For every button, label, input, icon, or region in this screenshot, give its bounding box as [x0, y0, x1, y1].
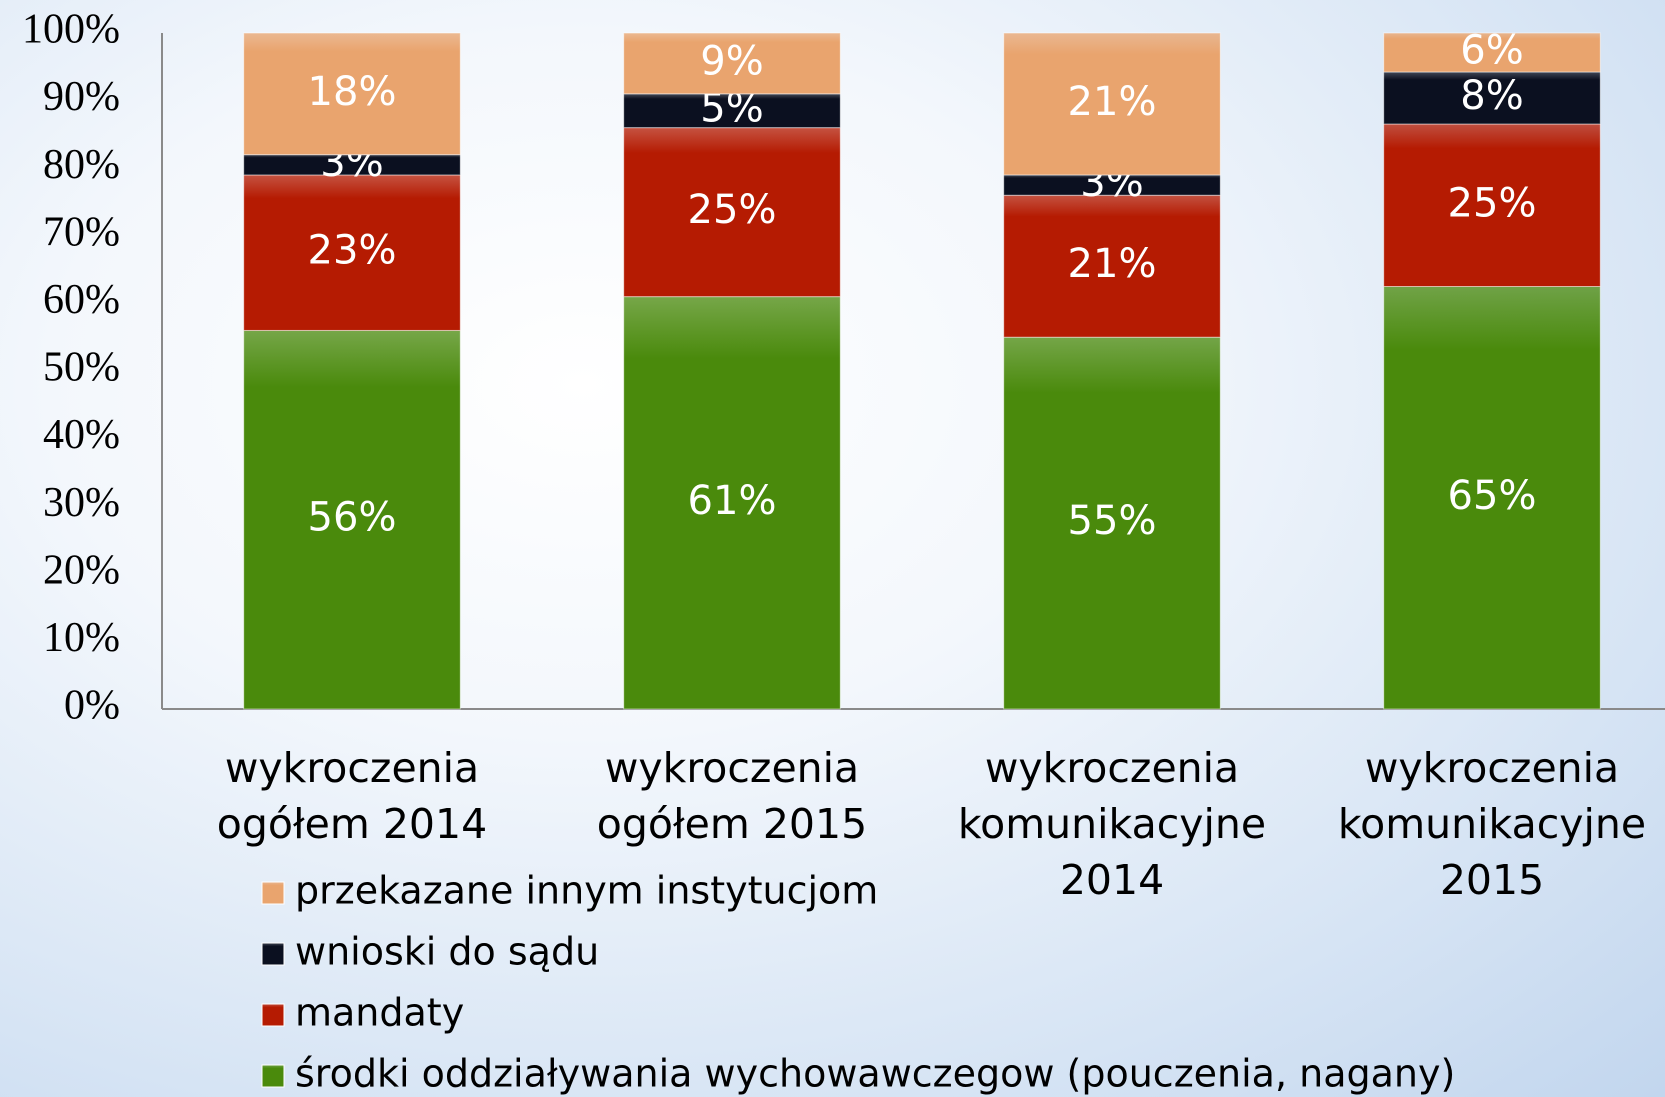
x-tick-label: wykroczenia ogółem 2015 — [596, 744, 868, 848]
data-label: 61% — [688, 478, 777, 524]
y-tick-label: 40% — [43, 412, 120, 458]
bar-segment — [243, 32, 461, 156]
bar-segment — [1003, 336, 1221, 710]
data-label: 23% — [308, 228, 397, 274]
bar-segment — [623, 127, 841, 298]
legend-label: mandaty — [295, 991, 464, 1035]
data-label: 21% — [1068, 241, 1157, 287]
legend-label: przekazane innym instytucjom — [295, 869, 878, 913]
data-label: 65% — [1448, 473, 1537, 519]
data-label: 55% — [1068, 498, 1157, 544]
y-tick-label: 70% — [43, 209, 120, 255]
x-tick-label: wykroczenia komunikacyjne 2015 — [1337, 744, 1647, 904]
bar-segment — [243, 174, 461, 331]
bar-segment — [1003, 194, 1221, 338]
data-label: 21% — [1068, 79, 1157, 125]
legend-swatch — [261, 881, 285, 905]
bar-segment — [623, 296, 841, 710]
data-label: 8% — [1460, 73, 1523, 119]
y-tick-label: 100% — [22, 7, 120, 53]
y-tick-label: 80% — [43, 142, 120, 188]
y-tick-label: 0% — [64, 683, 120, 729]
bar-segment — [623, 32, 841, 95]
y-tick-label: 30% — [43, 480, 120, 526]
legend-swatch — [261, 1003, 285, 1027]
bar-segment — [1383, 286, 1601, 710]
y-tick-label: 20% — [43, 547, 120, 593]
data-label: 25% — [688, 187, 777, 233]
bar-segment — [1383, 32, 1601, 73]
data-label: 56% — [308, 495, 397, 541]
data-label: 25% — [1448, 180, 1537, 226]
x-tick-label: wykroczenia komunikacyjne 2014 — [957, 744, 1267, 904]
data-label: 18% — [308, 69, 397, 115]
x-tick-label: wykroczenia ogółem 2014 — [216, 744, 488, 848]
y-tick-label: 10% — [43, 615, 120, 661]
bar-segment — [243, 329, 461, 710]
bar-segment — [1383, 123, 1601, 287]
data-label: 9% — [700, 38, 763, 84]
legend-label: środki oddziaływania wychowawczegow (pou… — [295, 1052, 1455, 1096]
legend-swatch — [261, 942, 285, 966]
data-label: 6% — [1460, 28, 1523, 74]
bar-segment — [1003, 32, 1221, 176]
y-tick-label: 50% — [43, 345, 120, 391]
legend-swatch — [261, 1064, 285, 1088]
y-tick-label: 60% — [43, 277, 120, 323]
y-tick-label: 90% — [43, 74, 120, 120]
bar-segment — [1383, 71, 1601, 125]
legend-label: wnioski do sądu — [295, 930, 599, 974]
